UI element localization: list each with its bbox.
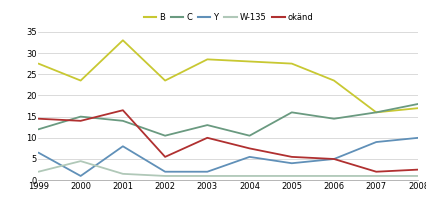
Legend: B, C, Y, W-135, okänd: B, C, Y, W-135, okänd [140, 9, 316, 25]
